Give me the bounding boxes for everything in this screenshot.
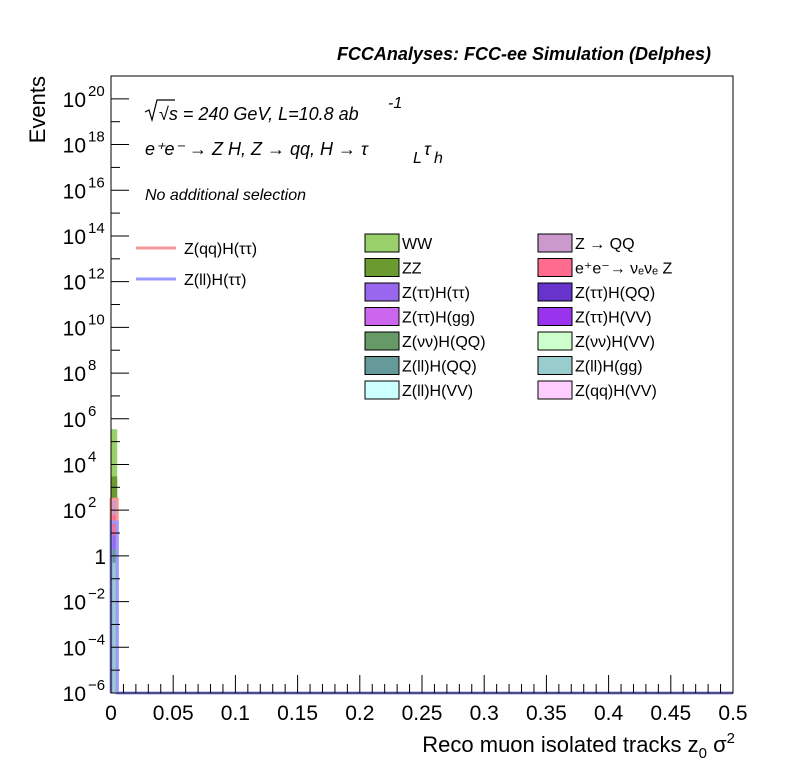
legend-bg-swatch-6 [364,307,400,326]
y-tick-label-10: 10 [63,226,86,249]
annotation-selection: No additional selection [145,187,306,204]
y-tick-label-0: 10 [63,683,86,706]
y-tick-exp-7: 8 [88,357,96,374]
x-tick-label-5: 0.25 [402,702,443,725]
legend-signal-label-1: Z(ll)H(ττ) [184,272,246,289]
x-tick-label-6: 0.3 [470,702,499,725]
annotation-process: e⁺e⁻ → Z H, Z → qq, H → τ L τ h [145,139,443,167]
annotation-lumi: √s = 240 GeV, L=10.8 ab -1 [144,95,402,124]
x-axis: 0 0.05 0.1 0.15 0.2 0.25 0.3 0.35 0.4 0.45 0.5 [105,675,748,725]
legend-bg-swatch-3 [537,258,573,277]
legend-bg-label-3: e⁺e⁻→ νₑνₑ Z [575,261,672,278]
x-tick-label-9: 0.45 [650,702,691,725]
legend-bg-swatch-5 [537,282,573,302]
histogram-bars [111,429,118,693]
annotation-line1: √s = 240 GeV, L=10.8 ab [159,104,359,124]
x-axis-title-sub: 0 [699,745,707,762]
y-tick-label-8: 10 [63,317,86,340]
legend-bg-label-1: Z → QQ [575,236,635,253]
legend-bg-label-13: Z(qq)H(VV) [575,383,657,400]
legend-bg-swatch-9 [537,331,573,351]
annotation-line1-sup: -1 [388,95,402,112]
y-tick-label-4: 10 [63,500,86,523]
legend: Z(qq)H(ττ) Z(ll)H(ττ) WW Z → QQ ZZ e⁺e⁻→ νₑνₑ… [136,233,672,400]
y-tick-label-12: 10 [63,135,86,158]
annotation-line2-tau2: τ [424,139,432,159]
legend-bg-swatch-1 [537,233,573,253]
y-tick-label-3: 1 [94,546,106,569]
x-tick-label-1: 0.05 [153,702,194,725]
x-tick-label-8: 0.4 [594,702,624,725]
legend-bg-label-11: Z(ll)H(gg) [575,359,643,376]
legend-bg-swatch-11 [537,356,573,375]
y-tick-exp-5: 4 [88,448,96,465]
legend-bg-swatch-2 [364,258,400,277]
legend-bg-label-2: ZZ [402,261,422,278]
legend-signal-label-0: Z(qq)H(ττ) [184,241,257,258]
y-tick-exp-2: −2 [88,586,105,603]
legend-bg-swatch-8 [364,331,400,351]
legend-bg-label-6: Z(ττ)H(gg) [402,310,475,327]
y-tick-label-7: 10 [63,363,86,386]
bar-6 [111,562,118,693]
y-tick-label-9: 10 [63,272,86,295]
y-tick-label-6: 10 [63,409,86,432]
y-tick-label-2: 10 [63,592,86,615]
legend-bg-swatch-4 [364,282,400,302]
legend-bg-swatch-0 [364,233,400,253]
legend-bg-label-5: Z(ττ)H(QQ) [575,285,655,302]
y-tick-exp-12: 18 [88,129,105,146]
y-tick-exp-9: 12 [88,266,105,283]
x-axis-title: Reco muon isolated tracks z0 σ2 [422,730,735,762]
x-tick-label-10: 0.5 [718,702,747,725]
annotation-line2-sub2: h [434,150,443,167]
y-tick-exp-0: −6 [88,677,105,694]
y-tick-exp-6: 6 [88,403,96,420]
legend-bg-label-8: Z(νν)H(QQ) [402,334,486,351]
y-tick-exp-13: 20 [88,83,105,100]
legend-bg-label-7: Z(ττ)H(VV) [575,310,652,327]
x-tick-label-2: 0.1 [221,702,250,725]
x-axis-title-main: Reco muon isolated tracks z [422,732,698,757]
y-tick-label-1: 10 [63,637,86,660]
legend-bg-label-4: Z(ττ)H(ττ) [402,285,470,302]
x-tick-label-0: 0 [105,702,117,725]
y-tick-exp-11: 16 [88,174,105,191]
x-axis-title-tail: σ [707,732,727,757]
legend-bg-label-10: Z(ll)H(QQ) [402,359,477,376]
legend-bg-swatch-7 [537,307,573,326]
legend-bg-swatch-13 [537,380,573,400]
annotation-line2: e⁺e⁻ → Z H, Z → qq, H → τ [145,139,369,159]
legend-bg-label-12: Z(ll)H(VV) [402,383,473,400]
y-tick-exp-1: −4 [88,631,105,648]
y-tick-label-11: 10 [63,180,86,203]
y-axis-title: Events [25,76,50,143]
x-tick-label-3: 0.15 [277,702,318,725]
x-axis-title-sup: 2 [727,730,735,747]
x-tick-label-7: 0.35 [526,702,567,725]
y-tick-label-5: 10 [63,454,86,477]
y-tick-exp-8: 10 [88,311,105,328]
annotation-line2-sub1: L [413,150,422,167]
y-tick-exp-4: 2 [88,494,96,511]
legend-bg-swatch-10 [364,356,400,375]
sqrt-icon [144,99,175,123]
legend-bg-swatch-12 [364,380,400,400]
y-tick-label-13: 10 [63,89,86,112]
header-title: FCCAnalyses: FCC-ee Simulation (Delphes) [337,44,711,64]
legend-bg-label-0: WW [402,236,433,253]
y-tick-exp-10: 14 [88,220,105,237]
x-tick-label-4: 0.2 [345,702,374,725]
legend-bg-label-9: Z(νν)H(VV) [575,334,655,351]
